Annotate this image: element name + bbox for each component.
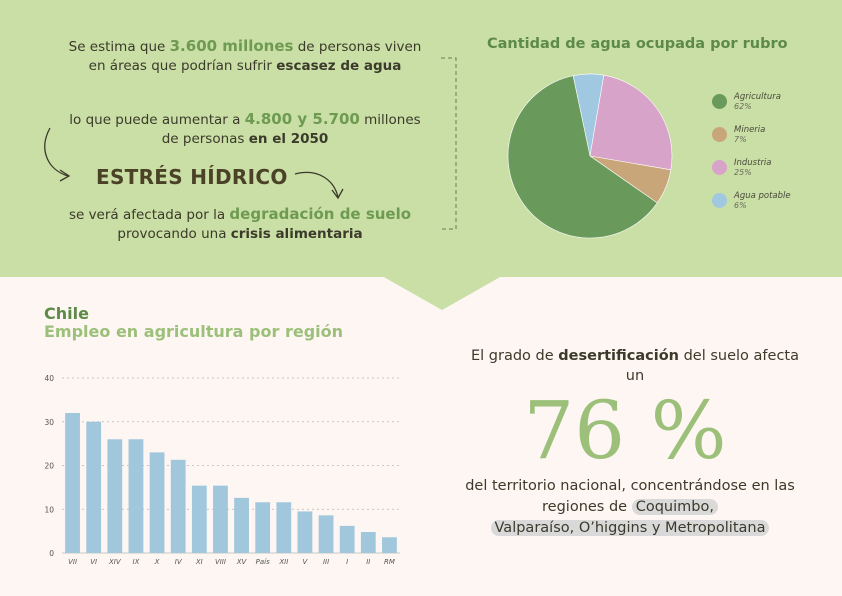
stat-paragraph-3: se verá afectada por la degradación de s… — [40, 205, 440, 244]
bar-XII — [276, 502, 292, 553]
arrow-left-head — [59, 169, 71, 182]
bar-III — [318, 515, 334, 553]
text: lo que puede aumentar a — [69, 112, 245, 128]
legend-swatch — [712, 94, 727, 109]
text: del suelo afecta un — [625, 348, 799, 384]
legend-label: Agricultura — [734, 92, 781, 102]
bar-I — [339, 525, 355, 553]
bar-chart-title: Chile — [44, 304, 89, 323]
x-tick-label: V — [303, 558, 309, 566]
x-tick-label: VII — [68, 558, 77, 566]
bar-XI — [191, 485, 207, 553]
bar-RM — [382, 537, 397, 553]
x-tick-label: XI — [195, 558, 203, 566]
x-tick-label: VI — [90, 558, 97, 566]
x-tick-label: X — [154, 558, 160, 566]
regions-text: del territorio nacional, concentrándose … — [440, 476, 820, 539]
y-tick-label: 10 — [44, 505, 54, 514]
x-tick-label: IV — [175, 558, 183, 566]
arrow-right — [294, 171, 339, 198]
highlight: 3.600 millones — [169, 37, 294, 55]
legend-value: 6% — [734, 201, 747, 210]
text: Se estima que — [68, 39, 170, 55]
arrow-right-head — [331, 188, 344, 200]
x-tick-label: II — [366, 558, 370, 566]
bold-text: escasez de agua — [276, 58, 402, 74]
bar-XIV — [107, 439, 123, 553]
legend-label: Industria — [734, 158, 772, 168]
pie-chart-title: Cantidad de agua ocupada por rubro — [487, 36, 788, 52]
bar-IX — [128, 439, 144, 553]
pie-legend: Agricultura 62% Mineria 7% Industria 25% Agua … — [712, 92, 791, 224]
bar-IV — [170, 459, 186, 553]
bar-chart-subtitle: Empleo en agricultura por región — [44, 322, 344, 341]
y-tick-label: 20 — [44, 462, 54, 471]
big-percentage: 76 % — [523, 384, 727, 477]
decorations — [44, 57, 457, 230]
x-tick-label: XV — [236, 558, 248, 566]
legend-item: Industria 25% — [712, 158, 791, 191]
arrow-left — [44, 127, 69, 177]
stat-paragraph-1: Se estima que 3.600 millones de personas… — [60, 37, 430, 76]
highlight: 4.800 y 5.700 — [244, 110, 360, 128]
y-tick-label: 40 — [44, 374, 54, 383]
desertification-text: El grado de desertificación del suelo af… — [470, 346, 800, 386]
legend-value: 25% — [734, 168, 752, 177]
panel-notch — [382, 276, 502, 310]
bold-text: desertificación — [558, 348, 679, 364]
bar-VIII — [213, 485, 228, 553]
pie-chart — [507, 73, 673, 239]
x-tick-label: País — [256, 558, 270, 566]
bold-text: en el 2050 — [248, 131, 329, 147]
legend-swatch — [712, 193, 727, 208]
stat-paragraph-2: lo que puede aumentar a 4.800 y 5.700 mi… — [60, 110, 430, 149]
text: El grado de — [470, 348, 559, 364]
text: se verá afectada por la — [68, 207, 230, 223]
legend-swatch — [712, 127, 727, 142]
x-tick-label: VIII — [215, 558, 226, 566]
pie-slice-industria — [589, 74, 673, 171]
bar-VII — [65, 413, 80, 553]
region-pill: Valparaíso, O’higgins y Metropolitana — [490, 520, 770, 536]
estres-hidrico-heading: ESTRÉS HÍDRICO — [96, 165, 288, 189]
highlight: degradación de suelo — [229, 205, 412, 223]
legend-value: 7% — [734, 135, 747, 144]
legend-item: Mineria 7% — [712, 125, 791, 158]
x-tick-label: XII — [278, 558, 288, 566]
dashed-bracket — [441, 57, 457, 230]
bar-País — [255, 502, 271, 553]
legend-item: Agua potable 6% — [712, 191, 791, 224]
legend-item: Agricultura 62% — [712, 92, 791, 125]
legend-label: Mineria — [734, 125, 766, 135]
bar-II — [360, 532, 376, 553]
bar-VI — [86, 421, 102, 553]
y-tick-label: 30 — [44, 418, 54, 427]
x-tick-label: XIV — [108, 558, 122, 566]
x-tick-label: I — [346, 558, 348, 566]
bar-V — [297, 511, 313, 553]
bar-X — [149, 452, 165, 553]
y-tick-label: 0 — [49, 549, 54, 558]
bar-XV — [234, 497, 249, 553]
bold-text: crisis alimentaria — [230, 226, 363, 242]
legend-swatch — [712, 160, 727, 175]
x-tick-label: IX — [133, 558, 140, 566]
region-pill: Coquimbo, — [631, 499, 718, 515]
text: del territorio nacional, concentrándose … — [465, 478, 795, 515]
text: millones de personas — [161, 112, 421, 147]
pie-slice-agricultura — [507, 75, 658, 239]
legend-label: Agua potable — [734, 191, 791, 201]
top-panel — [0, 0, 842, 277]
x-tick-label: RM — [384, 558, 395, 566]
legend-value: 62% — [734, 102, 752, 111]
x-tick-label: III — [323, 558, 329, 566]
text: de personas viven en áreas que podrían s… — [88, 39, 422, 74]
text: provocando una — [117, 226, 231, 242]
